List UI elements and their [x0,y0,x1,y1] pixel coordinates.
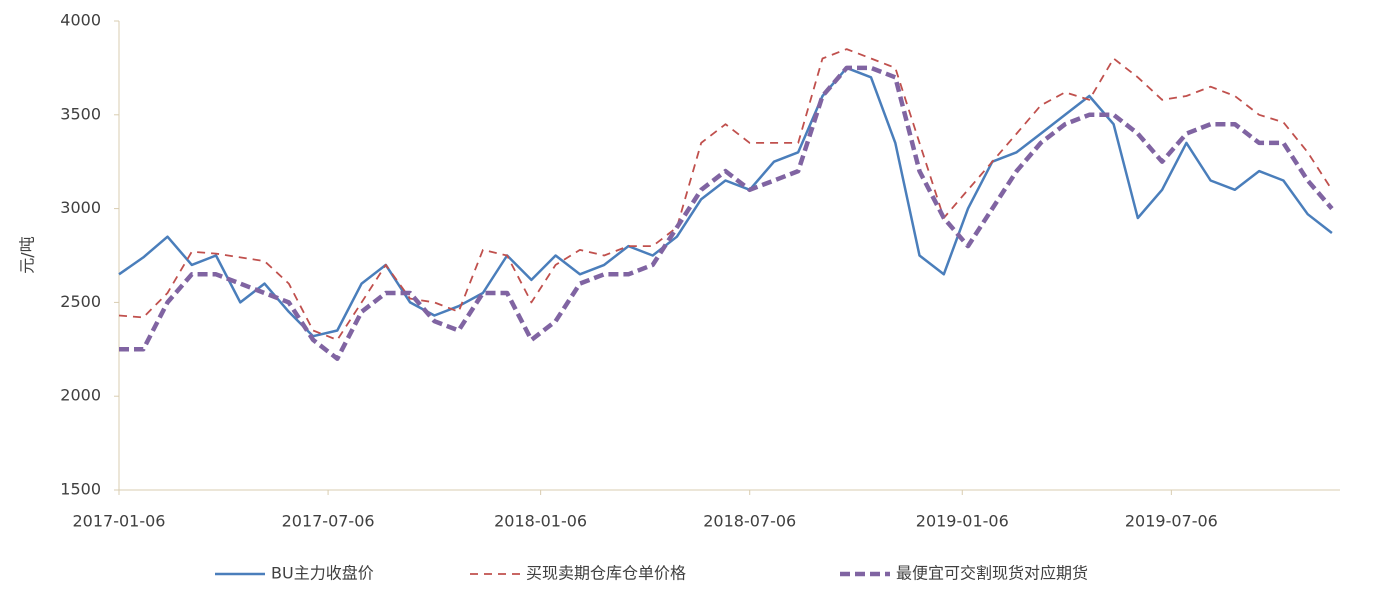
x-tick-label: 2017-01-06 [73,512,166,531]
y-axis-label: 元/吨 [18,236,37,273]
x-tick-label: 2019-01-06 [916,512,1009,531]
y-tick-label: 2000 [60,386,101,405]
y-tick-label: 3500 [60,104,101,123]
x-tick-label: 2019-07-06 [1125,512,1218,531]
y-tick-label: 3000 [60,198,101,217]
y-tick-label: 2500 [60,292,101,311]
legend-label: BU主力收盘价 [271,564,374,583]
series-line [118,66,1333,338]
y-tick-label: 4000 [60,11,101,30]
legend-label: 买现卖期仓库仓单价格 [526,564,686,583]
series-line [118,48,1333,341]
x-tick-label: 2017-07-06 [282,512,375,531]
x-tick-label: 2018-07-06 [703,512,796,531]
legend-label: 最便宜可交割现货对应期货 [896,564,1088,583]
y-tick-label: 1500 [60,480,101,499]
series-line [119,65,1334,361]
x-tick-label: 2018-01-06 [494,512,587,531]
